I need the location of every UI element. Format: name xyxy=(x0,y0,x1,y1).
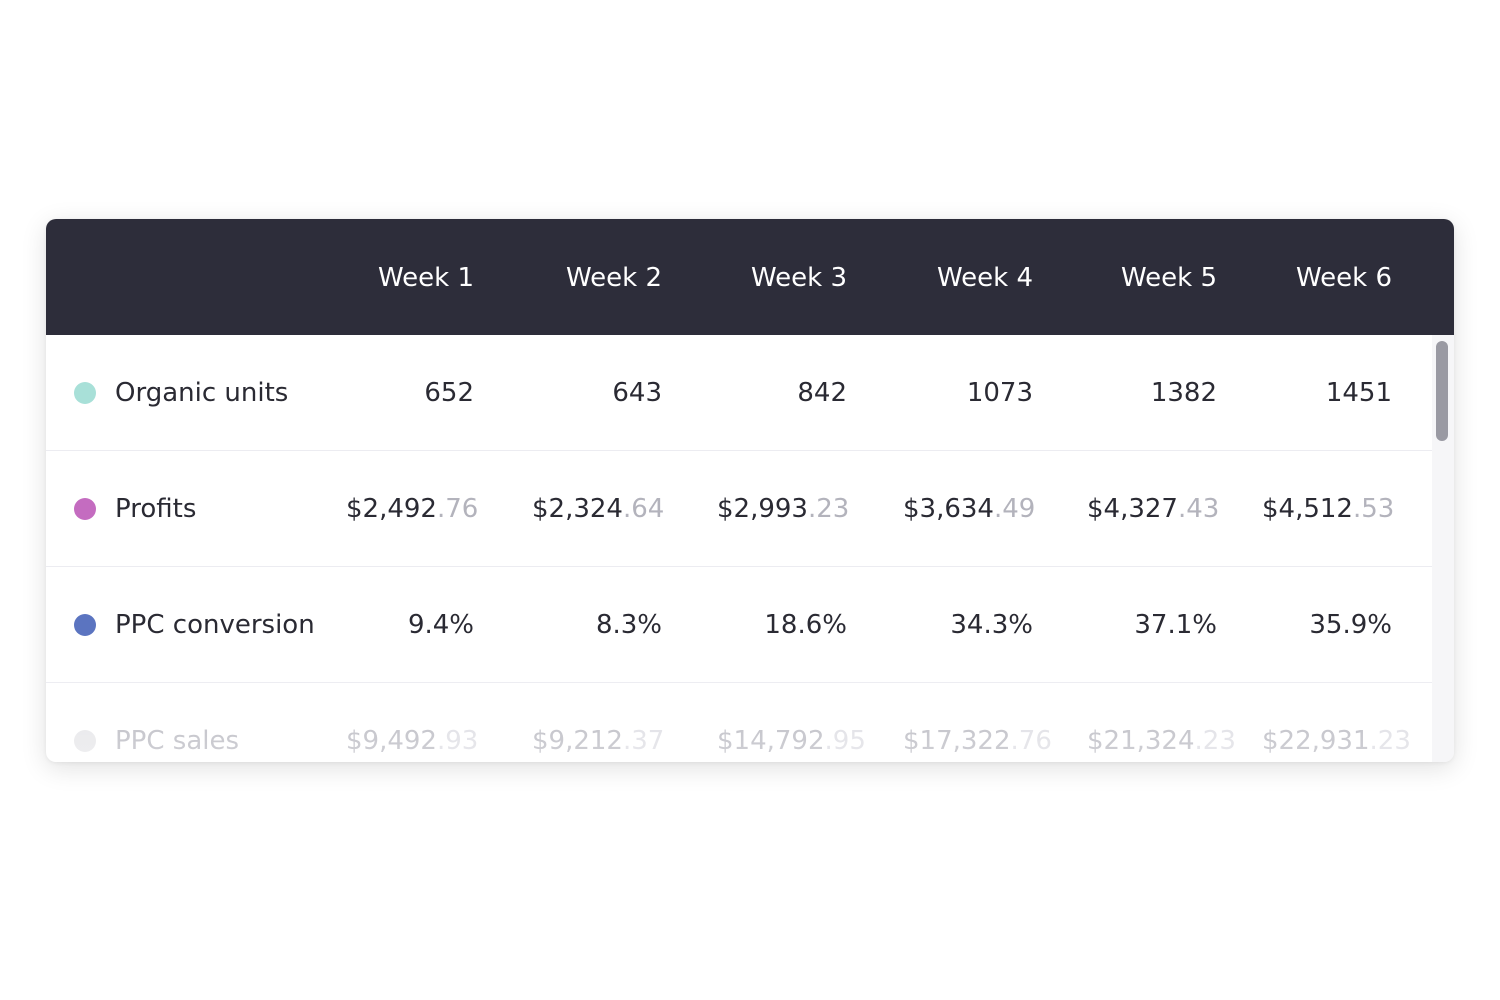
table-cell: $3,634.49 xyxy=(903,494,1036,524)
table-row: Organic units 652 643 842 1073 1382 1451 xyxy=(46,335,1432,451)
table-cell: $2,993.23 xyxy=(717,494,850,524)
row-label: PPC sales xyxy=(115,726,240,756)
table-cell: 1382 xyxy=(1150,378,1217,408)
table-cell: 35.9% xyxy=(1309,610,1392,640)
scrollbar-track[interactable] xyxy=(1432,335,1454,762)
table-cell: 1073 xyxy=(966,378,1033,408)
column-header-week-6: Week 6 xyxy=(1295,263,1392,293)
table-cell: 37.1% xyxy=(1134,610,1217,640)
table-header: Week 1 Week 2 Week 3 Week 4 Week 5 Week … xyxy=(46,219,1454,335)
column-header-week-3: Week 3 xyxy=(750,263,847,293)
table-cell: $14,792.95 xyxy=(717,726,866,756)
row-label: PPC conversion xyxy=(115,610,315,640)
legend-dot xyxy=(74,382,96,404)
table-cell: $21,324.23 xyxy=(1087,726,1236,756)
legend-dot xyxy=(74,614,96,636)
row-label: Organic units xyxy=(115,378,289,408)
table-cell: $2,324.64 xyxy=(532,494,665,524)
weekly-metrics-table: Week 1 Week 2 Week 3 Week 4 Week 5 Week … xyxy=(46,219,1454,762)
column-header-week-5: Week 5 xyxy=(1120,263,1217,293)
table-cell: 18.6% xyxy=(764,610,847,640)
table-row: PPC sales $9,492.93 $9,212.37 $14,792.95… xyxy=(46,683,1432,762)
column-header-week-4: Week 4 xyxy=(936,263,1033,293)
table-cell: $2,492.76 xyxy=(346,494,479,524)
table-cell: 842 xyxy=(797,378,847,408)
legend-dot xyxy=(74,498,96,520)
table-cell: $22,931.23 xyxy=(1262,726,1411,756)
table-cell: 8.3% xyxy=(595,610,662,640)
table-cell: 643 xyxy=(612,378,662,408)
table-cell: 34.3% xyxy=(950,610,1033,640)
table-cell: $9,212.37 xyxy=(532,726,665,756)
table-cell: $17,322.76 xyxy=(903,726,1052,756)
table-cell: 1451 xyxy=(1325,378,1392,408)
table-cell: $4,327.43 xyxy=(1087,494,1220,524)
scrollbar-thumb[interactable] xyxy=(1436,341,1448,441)
table-cell: $9,492.93 xyxy=(346,726,479,756)
table-cell: 9.4% xyxy=(407,610,474,640)
table-row: Profits $2,492.76 $2,324.64 $2,993.23 $3… xyxy=(46,451,1432,567)
legend-dot xyxy=(74,730,96,752)
row-label: Profits xyxy=(115,494,197,524)
column-header-week-2: Week 2 xyxy=(565,263,662,293)
table-cell: $4,512.53 xyxy=(1262,494,1395,524)
table-cell: 652 xyxy=(424,378,474,408)
table-body[interactable]: Organic units 652 643 842 1073 1382 1451… xyxy=(46,335,1432,762)
column-header-week-1: Week 1 xyxy=(377,263,474,293)
table-row: PPC conversion 9.4% 8.3% 18.6% 34.3% 37.… xyxy=(46,567,1432,683)
